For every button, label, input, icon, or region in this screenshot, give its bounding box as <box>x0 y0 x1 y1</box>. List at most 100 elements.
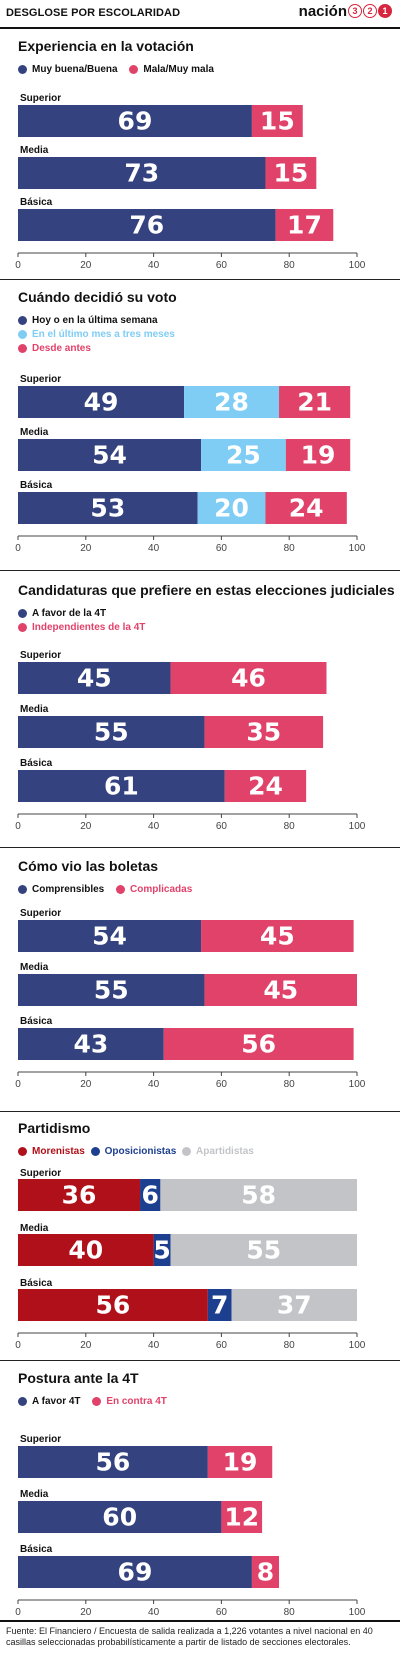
x-tick-label: 80 <box>284 543 296 554</box>
data-label: 35 <box>246 718 281 747</box>
category-label: Superior <box>20 374 61 385</box>
bar-segment <box>170 1234 357 1266</box>
legend-item: Mala/Muy mala <box>129 64 214 75</box>
bar-segment <box>18 770 225 802</box>
x-tick-label: 100 <box>349 821 366 832</box>
chart-title: Cuándo decidió su voto <box>18 289 177 305</box>
bar-segment <box>285 439 351 471</box>
bar-segment <box>18 209 276 241</box>
chart-title: Candidaturas que prefiere en estas elecc… <box>18 582 395 598</box>
bar-segment <box>221 1501 263 1533</box>
x-tick-label: 40 <box>148 1079 160 1090</box>
x-tick-label: 60 <box>216 260 228 271</box>
data-label: 45 <box>263 976 298 1005</box>
data-label: 58 <box>241 1181 276 1210</box>
x-tick-label: 0 <box>15 821 21 832</box>
data-label: 54 <box>92 441 127 470</box>
data-label: 46 <box>231 664 266 693</box>
x-tick-label: 100 <box>349 1340 366 1351</box>
chart-title: Partidismo <box>18 1120 91 1136</box>
legend-item: Apartidistas <box>182 1146 254 1157</box>
bar-segment <box>18 1234 154 1266</box>
legend-label: A favor 4T <box>32 1396 81 1407</box>
x-tick-label: 20 <box>80 1079 92 1090</box>
legend-label: Mala/Muy mala <box>143 64 214 75</box>
section-divider <box>0 847 400 848</box>
legend-item: Muy buena/Buena <box>18 64 118 75</box>
category-label: Superior <box>20 1434 61 1445</box>
category-label: Básica <box>20 758 53 769</box>
x-tick-label: 20 <box>80 1340 92 1351</box>
data-label: 56 <box>96 1448 131 1477</box>
bar-segment <box>201 439 286 471</box>
header-rule <box>0 27 400 29</box>
category-label: Media <box>20 1489 49 1500</box>
bar-segment <box>163 1028 354 1060</box>
footer: Fuente: El Financiero / Encuesta de sali… <box>0 1620 400 1648</box>
category-label: Superior <box>20 650 61 661</box>
legend-swatch <box>116 885 126 894</box>
legend-label: En contra 4T <box>106 1396 167 1407</box>
legend-item: A favor de la 4T <box>18 608 145 619</box>
section-divider <box>0 1111 400 1112</box>
stacked-bar-chart: Superior 49 28 21 Media 54 25 19 Básica 53 20 24 0 20… <box>15 374 366 554</box>
data-label: 24 <box>248 772 283 801</box>
bar-segment <box>184 386 280 418</box>
brand-text: nación <box>298 3 347 20</box>
section-divider <box>0 570 400 571</box>
bar-segment <box>18 157 266 189</box>
legend-swatch <box>18 1147 27 1156</box>
x-tick-label: 20 <box>80 260 92 271</box>
legend-swatch <box>18 609 27 618</box>
chart-title: Postura ante la 4T <box>18 1370 139 1386</box>
x-tick-label: 100 <box>349 1079 366 1090</box>
data-label: 15 <box>273 159 308 188</box>
x-tick-label: 100 <box>349 260 366 271</box>
data-label: 43 <box>73 1030 108 1059</box>
brand-digit-2: 2 <box>363 4 377 18</box>
legend-swatch <box>18 344 27 353</box>
bar-segment <box>265 492 347 524</box>
x-tick-label: 0 <box>15 1079 21 1090</box>
x-tick-label: 80 <box>284 821 296 832</box>
legend-label: Comprensibles <box>32 884 105 895</box>
bar-segment <box>18 492 198 524</box>
bar-segment <box>201 920 354 952</box>
category-label: Básica <box>20 1278 53 1289</box>
data-label: 60 <box>102 1503 137 1532</box>
header: DESGLOSE POR ESCOLARIDAD nación 3 2 1 <box>0 0 400 27</box>
data-label: 20 <box>214 494 249 523</box>
section-divider <box>0 279 400 280</box>
legend-label: A favor de la 4T <box>32 608 107 619</box>
legend-label: En el último mes a tres meses <box>32 329 175 340</box>
source-note: Fuente: El Financiero / Encuesta de sali… <box>6 1626 373 1647</box>
category-label: Media <box>20 145 49 156</box>
legend-label: Complicadas <box>130 884 193 895</box>
x-tick-label: 20 <box>80 821 92 832</box>
x-tick-label: 100 <box>349 1607 366 1618</box>
chart-legend: Muy buena/Buena Mala/Muy mala <box>18 64 223 77</box>
category-label: Media <box>20 1223 49 1234</box>
bar-segment <box>207 1446 273 1478</box>
data-label: 6 <box>142 1181 159 1210</box>
data-label: 37 <box>277 1291 312 1320</box>
data-label: 49 <box>84 388 119 417</box>
bar-segment <box>251 1556 280 1588</box>
x-tick-label: 100 <box>349 543 366 554</box>
legend-label: Apartidistas <box>196 1146 254 1157</box>
bar-segment <box>204 974 357 1006</box>
bar-segment <box>18 920 202 952</box>
data-label: 40 <box>68 1236 103 1265</box>
category-label: Superior <box>20 1168 61 1179</box>
data-label: 8 <box>257 1558 274 1587</box>
data-label: 19 <box>301 441 336 470</box>
chart-legend: Comprensibles Complicadas <box>18 884 201 897</box>
bar-segment <box>18 662 171 694</box>
bar-segment <box>170 662 327 694</box>
bar-segment <box>207 1289 232 1321</box>
chart-legend: Hoy o en la última semana En el último m… <box>18 315 184 357</box>
category-label: Superior <box>20 908 61 919</box>
legend-swatch <box>129 65 139 74</box>
x-tick-label: 40 <box>148 260 160 271</box>
